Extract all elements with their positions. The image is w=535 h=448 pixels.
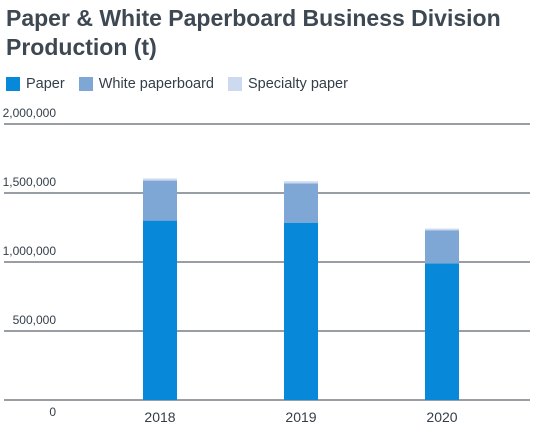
x-tick-label: 2020 [426, 409, 457, 425]
bar-white-paperboard-2019 [284, 183, 318, 223]
legend-item-paper: Paper [6, 76, 65, 92]
y-tick-label: 0 [49, 405, 56, 419]
legend-label-white-paperboard: White paperboard [98, 76, 214, 92]
x-tick-label: 2018 [144, 409, 175, 425]
chart-title: Paper & White Paperboard Business Divisi… [6, 5, 501, 60]
legend-swatch-specialty-paper [227, 77, 242, 91]
bar-specialty-paper-2020 [425, 228, 459, 231]
bar-paper-2019 [284, 222, 318, 400]
legend-label-paper: Paper [26, 76, 65, 92]
bar-specialty-paper-2018 [143, 178, 177, 181]
y-tick-label: 2,000,000 [3, 106, 57, 120]
x-tick-label: 2019 [285, 409, 316, 425]
y-tick-label: 1,000,000 [3, 244, 57, 258]
legend-swatch-white-paperboard [78, 77, 93, 91]
bar-white-paperboard-2020 [425, 230, 459, 264]
legend-item-specialty-paper: Specialty paper [227, 76, 348, 92]
legend: Paper White paperboard Specialty paper [6, 76, 362, 92]
bar-white-paperboard-2018 [143, 180, 177, 221]
legend-swatch-paper [6, 77, 20, 91]
bar-paper-2020 [425, 263, 459, 400]
y-tick-label: 1,500,000 [3, 175, 57, 189]
legend-item-white-paperboard: White paperboard [78, 76, 214, 92]
bar-specialty-paper-2019 [284, 181, 318, 184]
y-tick-label: 500,000 [13, 313, 57, 327]
legend-label-specialty-paper: Specialty paper [247, 76, 348, 92]
bar-paper-2018 [143, 220, 177, 400]
